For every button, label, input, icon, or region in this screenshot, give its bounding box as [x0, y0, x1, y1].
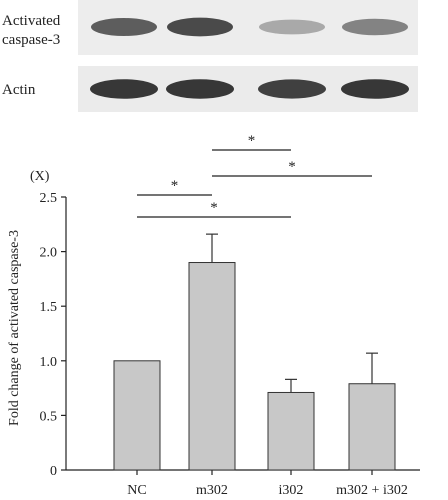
y-axis-title: Fold change of activated caspase-3: [7, 230, 22, 426]
significance-brackets: * * * *: [137, 133, 372, 218]
caspase-bands: [91, 17, 408, 37]
significance-label: *: [288, 159, 296, 175]
blot-band: [167, 17, 233, 37]
y-tick-label: 0.5: [40, 409, 58, 424]
bar-chart: (X) Fold change of activated caspase-3 0…: [7, 133, 420, 498]
blot-label-caspase-line1: Activated: [2, 13, 61, 29]
y-unit-label: (X): [30, 169, 50, 184]
significance-label: *: [248, 133, 256, 149]
x-tick-label: NC: [127, 483, 146, 498]
blot-band: [342, 18, 408, 36]
x-tick-label: m302 + i302: [336, 483, 408, 498]
blot-band: [341, 79, 409, 99]
blot-band: [166, 79, 234, 99]
bar: [113, 360, 161, 471]
bar: [267, 391, 315, 471]
y-tick-label: 2.5: [40, 191, 58, 206]
actin-bands: [90, 79, 409, 99]
y-tick-label: 1.0: [40, 355, 58, 370]
blot-band: [91, 18, 157, 36]
axes: 0 0.5 1.0 1.5 2.0 2.5 NC m302 i302 m302 + i302: [40, 191, 420, 498]
x-tick-label: m302: [196, 483, 228, 498]
x-tick-label: i302: [279, 483, 304, 498]
y-tick-label: 2.0: [40, 246, 58, 261]
blot-panel: Activated caspase-3 Actin: [2, 0, 418, 112]
bars: [113, 233, 396, 471]
blot-band: [258, 79, 326, 99]
blot-label-caspase-line2: caspase-3: [2, 32, 60, 48]
blot-band: [90, 79, 158, 99]
bar: [188, 262, 236, 471]
y-tick-label: 1.5: [40, 300, 58, 315]
y-tick-label: 0: [50, 464, 57, 479]
blot-label-actin: Actin: [2, 82, 36, 98]
significance-label: *: [210, 200, 218, 216]
bar: [348, 383, 396, 471]
blot-band: [259, 19, 325, 35]
significance-label: *: [171, 178, 179, 194]
